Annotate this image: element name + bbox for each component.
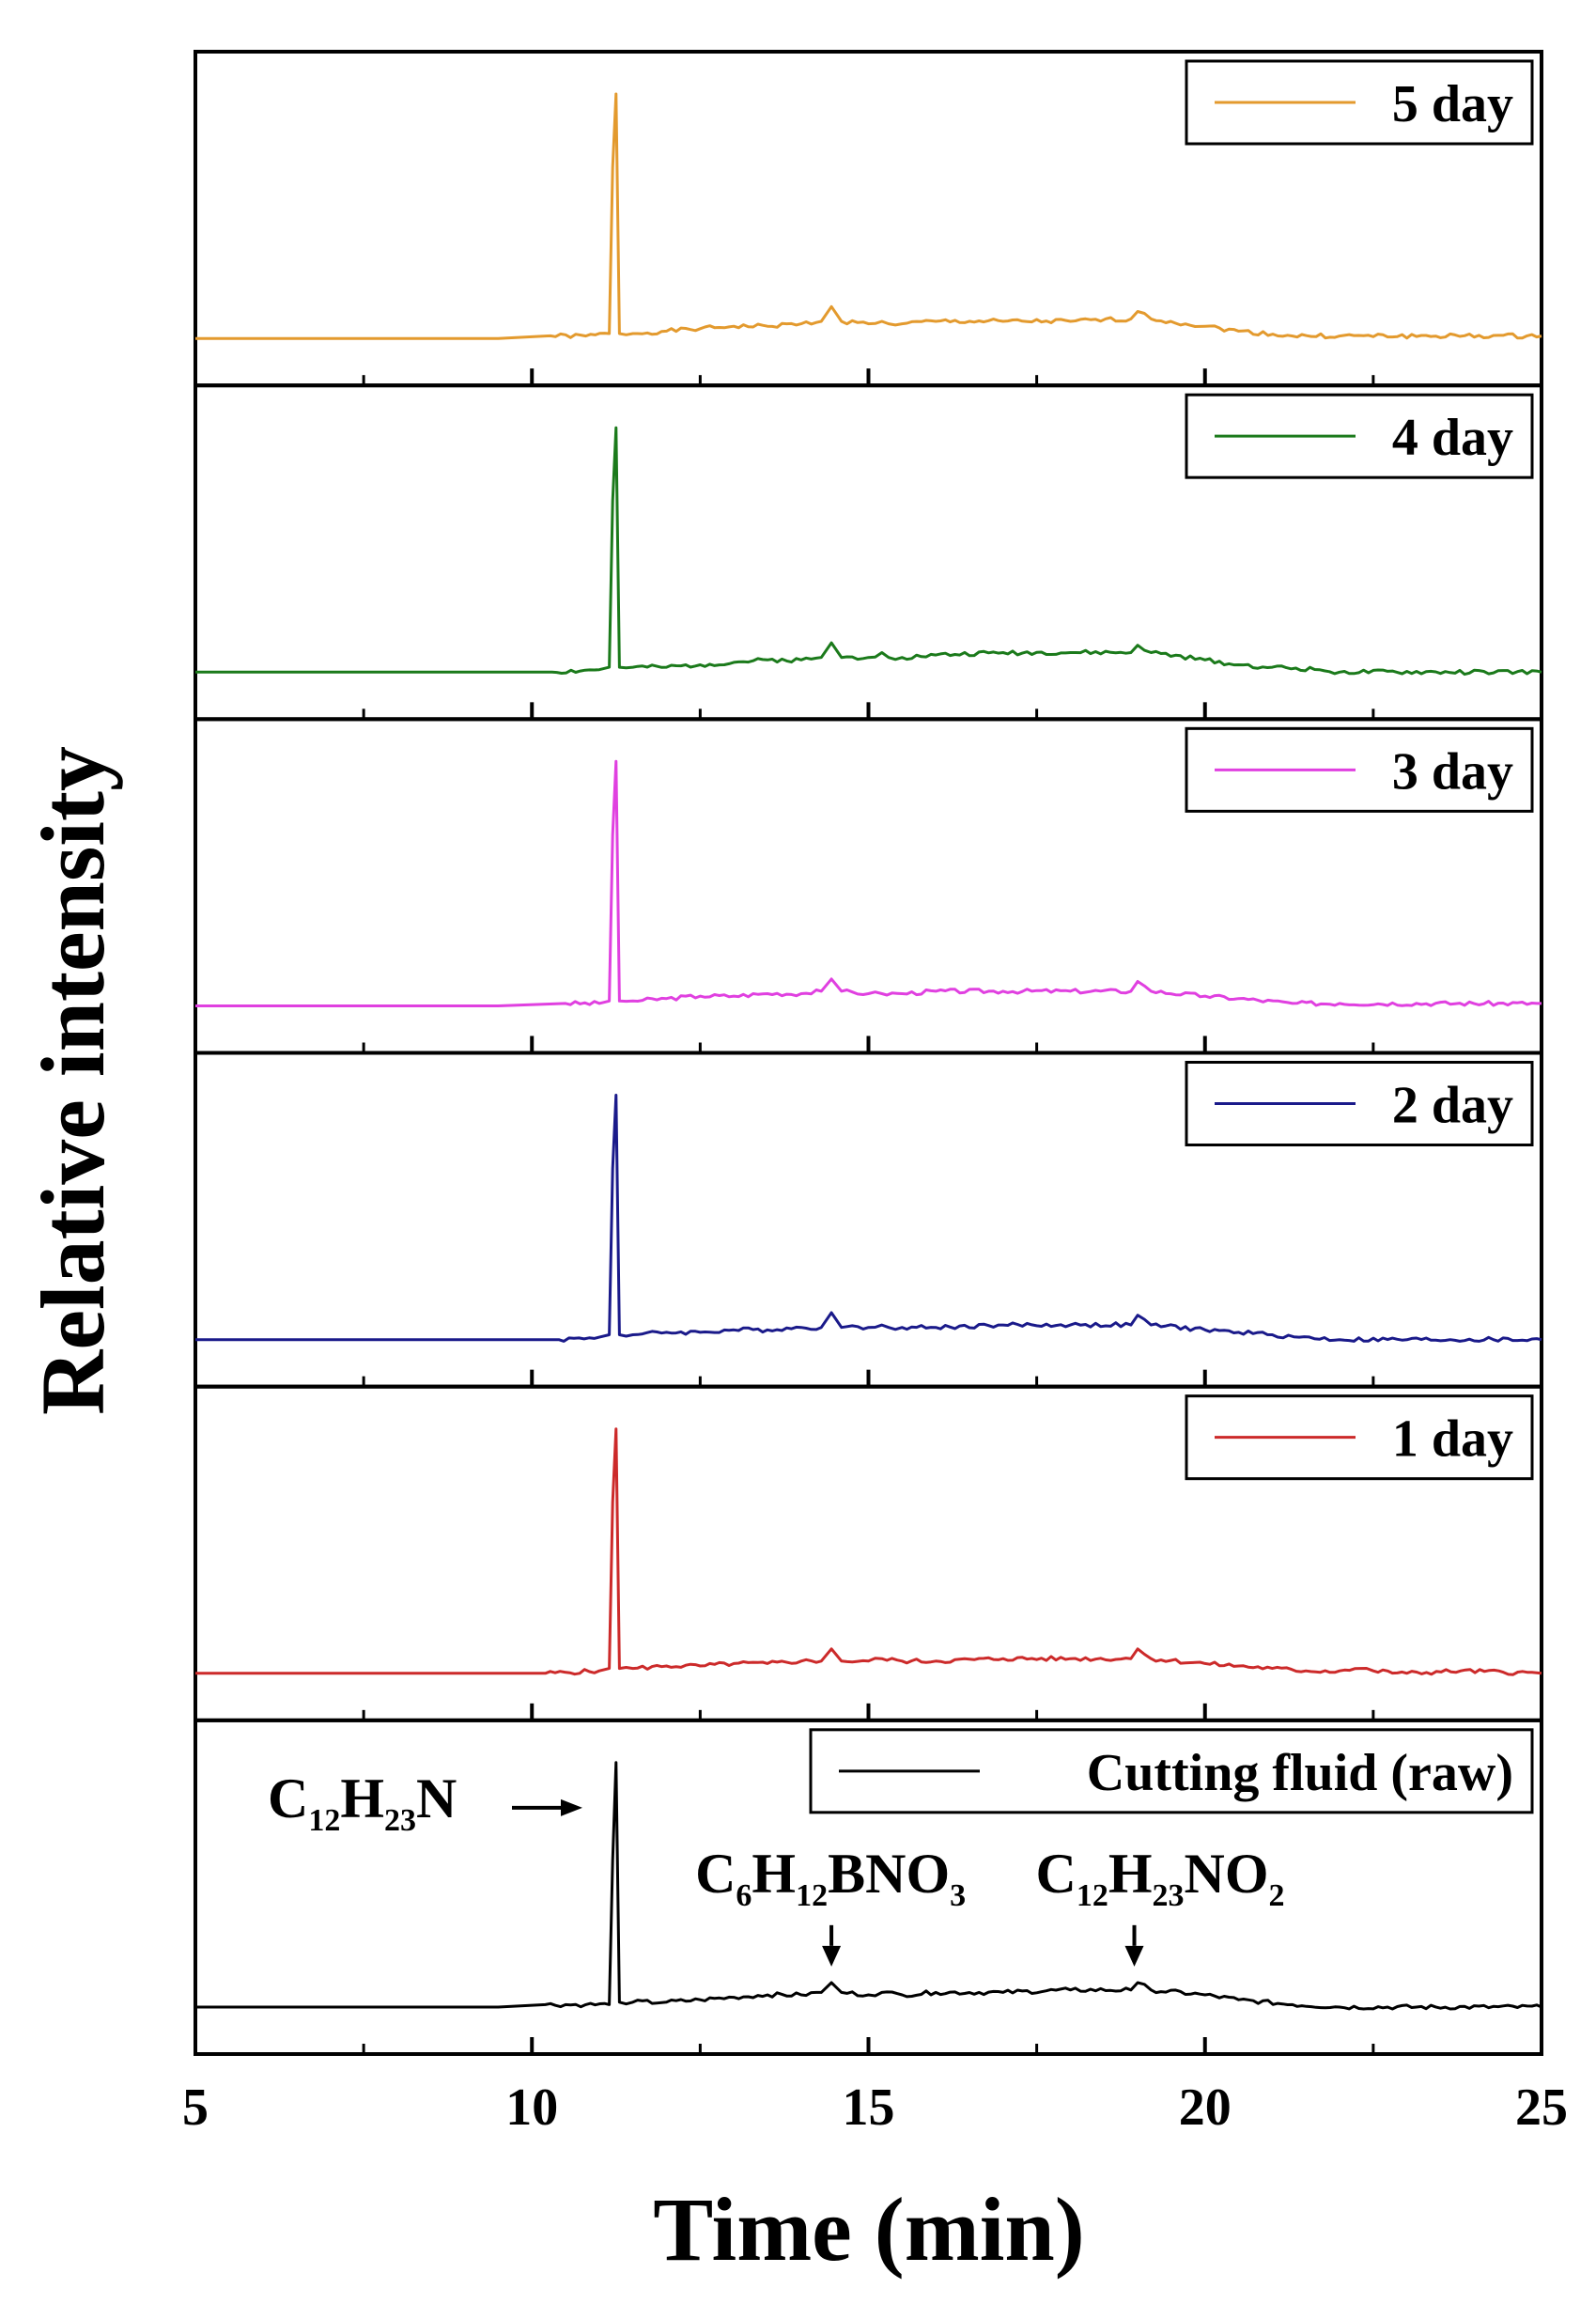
series-line — [195, 1427, 1542, 1676]
legend-label: 1 day — [1392, 1410, 1513, 1469]
x-axis-title: Time (min) — [653, 2179, 1085, 2280]
x-tick-label: 25 — [1515, 2078, 1568, 2137]
series-line — [195, 92, 1542, 340]
legend-label: Cutting fluid (raw) — [1087, 1744, 1513, 1802]
annotation-formula: C12H23NO2 — [1036, 1843, 1285, 1913]
series-line — [195, 1094, 1542, 1343]
x-tick-label: 5 — [182, 2078, 209, 2137]
annotation-formula: C6H12BNO3 — [695, 1843, 966, 1913]
annotation-arrowhead — [561, 1798, 582, 1816]
x-tick-label: 15 — [843, 2078, 895, 2137]
series-line — [195, 1761, 1542, 2011]
series-line — [195, 759, 1542, 1007]
annotation-arrowhead — [822, 1945, 842, 1967]
y-axis-title: Relative intensity — [23, 746, 123, 1415]
legend-label: 2 day — [1392, 1077, 1513, 1135]
x-tick-label: 20 — [1179, 2078, 1232, 2137]
legend-label: 3 day — [1392, 742, 1513, 801]
annotation-formula: C12H23N — [268, 1767, 457, 1838]
legend-label: 4 day — [1392, 409, 1513, 467]
annotation-arrowhead — [1124, 1945, 1144, 1967]
legend-label: 5 day — [1392, 75, 1513, 133]
x-tick-label: 10 — [505, 2078, 558, 2137]
series-line — [195, 426, 1542, 677]
